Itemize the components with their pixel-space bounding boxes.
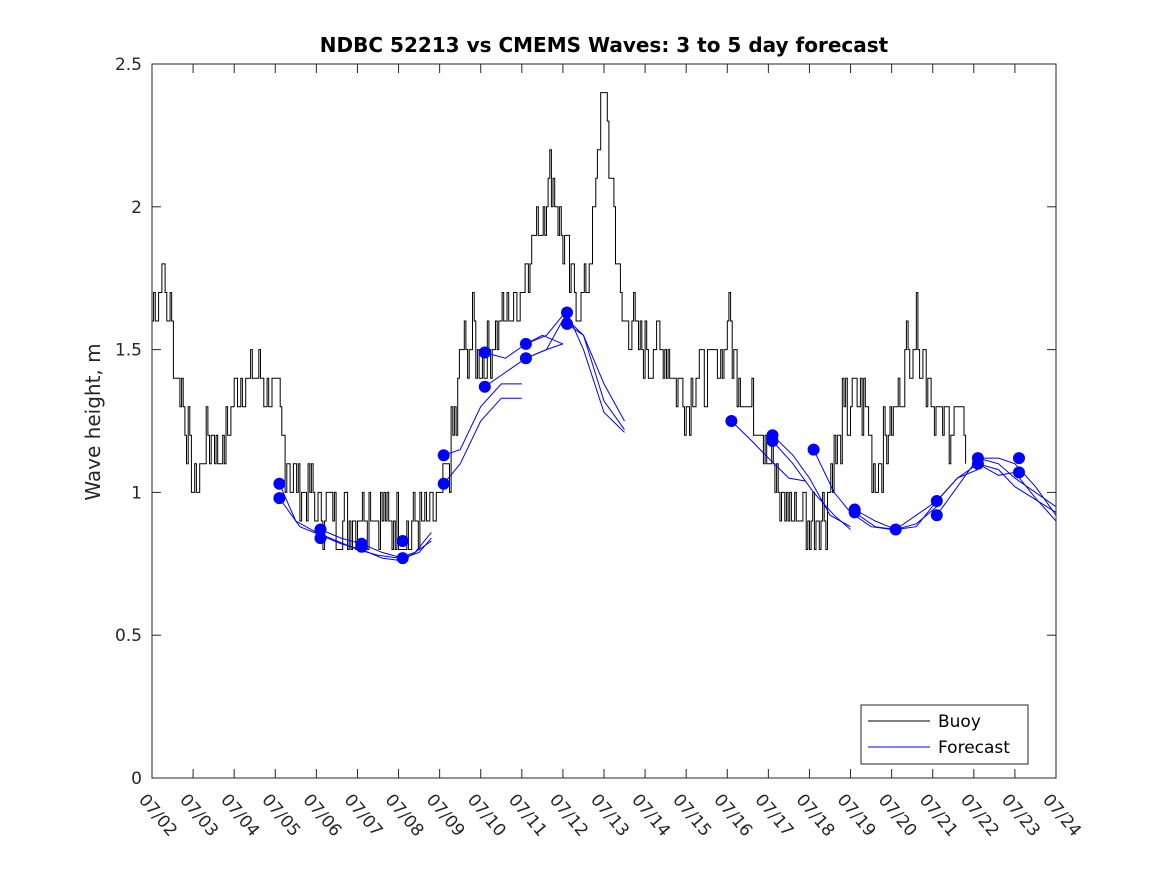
forecast-run-19 (977, 457, 1056, 516)
forecast-marker-23 (930, 495, 943, 507)
forecast-run-7 (525, 314, 625, 430)
chart-title: NDBC 52213 vs CMEMS Waves: 3 to 5 day fo… (320, 33, 889, 57)
forecast-marker-18 (766, 435, 779, 447)
legend: Buoy Forecast (860, 704, 1029, 765)
y-tick-label-3: 1.5 (115, 341, 142, 361)
forecast-run-2 (320, 529, 432, 559)
forecast-marker-26 (971, 457, 984, 470)
x-tick-label-20: 07/22 (956, 790, 1003, 840)
forecast-marker-28 (1013, 466, 1025, 479)
x-tick-label-3: 07/05 (257, 790, 304, 840)
x-tick-label-4: 07/06 (299, 790, 346, 840)
plot-area (152, 92, 1056, 565)
forecast-marker-7 (396, 552, 409, 565)
x-tick-label-12: 07/14 (627, 790, 674, 840)
forecast-marker-8 (437, 449, 450, 462)
x-tick-label-9: 07/11 (504, 790, 551, 840)
forecast-run-6 (484, 343, 564, 388)
forecast-run-12 (772, 440, 851, 530)
y-tick-label-0: 0 (131, 769, 142, 789)
y-tick-label-4: 2 (131, 198, 142, 218)
x-tick-label-21: 07/23 (997, 790, 1044, 840)
forecast-marker-15 (561, 317, 573, 330)
x-tick-label-18: 07/20 (874, 790, 921, 840)
y-tick-label-5: 2.5 (115, 55, 142, 75)
x-tick-label-22: 07/24 (1038, 790, 1085, 840)
x-tick-label-8: 07/10 (463, 790, 510, 840)
forecast-run-11 (772, 434, 851, 528)
legend-box (860, 704, 1029, 765)
forecast-marker-0 (273, 477, 286, 490)
forecast-marker-16 (725, 415, 738, 427)
axes-box (151, 63, 1057, 779)
legend-forecast-label: Forecast (938, 738, 1010, 758)
forecast-run-9 (566, 323, 625, 422)
forecast-marker-24 (930, 509, 943, 522)
forecast-marker-14 (561, 306, 573, 319)
forecast-run-3 (443, 383, 522, 456)
forecast-run-8 (525, 311, 625, 433)
forecast-marker-21 (848, 506, 861, 519)
x-tick-label-5: 07/07 (340, 790, 387, 840)
forecast-marker-2 (314, 523, 327, 536)
y-tick-label-1: 0.5 (115, 626, 142, 646)
y-tick-label-2: 1 (131, 483, 142, 503)
forecast-marker-3 (314, 532, 327, 545)
x-tick-label-19: 07/21 (915, 790, 962, 840)
x-tick-label-16: 07/18 (792, 790, 839, 840)
x-tick-label-6: 07/08 (381, 790, 428, 840)
forecast-run-4 (443, 397, 522, 485)
x-tick-label-17: 07/19 (833, 790, 880, 840)
x-tick-label-7: 07/09 (422, 790, 469, 840)
x-tick-label-14: 07/16 (709, 790, 756, 840)
forecast-run-17 (936, 463, 1056, 513)
x-tick-label-0: 07/02 (134, 790, 181, 840)
x-tick-label-2: 07/04 (216, 790, 263, 840)
forecast-marker-27 (1013, 452, 1025, 465)
y-axis-label: Wave height, m (81, 343, 105, 500)
forecast-marker-11 (478, 380, 491, 393)
x-tick-label-1: 07/03 (175, 790, 222, 840)
forecast-marker-10 (478, 346, 491, 359)
forecast-marker-19 (807, 443, 820, 456)
x-tick-label-10: 07/12 (545, 790, 592, 840)
x-tick-label-13: 07/15 (668, 790, 715, 840)
forecast-marker-5 (355, 540, 368, 553)
forecast-run-10 (731, 420, 806, 482)
legend-buoy-label: Buoy (938, 712, 981, 732)
forecast-marker-9 (437, 477, 450, 490)
forecast-marker-6 (396, 535, 409, 547)
forecast-marker-13 (519, 352, 532, 365)
forecast-marker-12 (519, 337, 532, 350)
forecast-marker-1 (273, 492, 286, 505)
forecast-marker-22 (889, 523, 902, 536)
forecast-run-18 (936, 457, 1056, 516)
buoy-series-line (152, 92, 967, 550)
x-tick-label-11: 07/13 (586, 790, 633, 840)
x-tick-label-15: 07/17 (751, 790, 798, 840)
